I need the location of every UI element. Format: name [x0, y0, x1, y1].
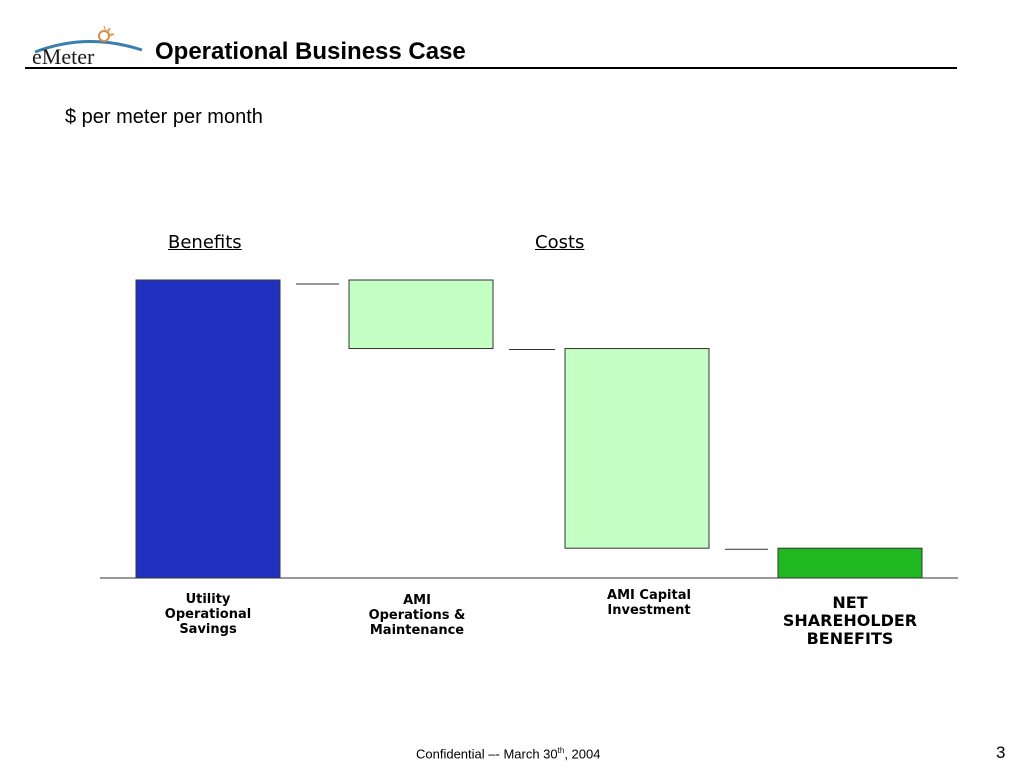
bar-1 — [348, 279, 494, 350]
group-label-costs: Costs — [535, 232, 585, 253]
category-label-line: SHAREHOLDER — [782, 611, 918, 630]
category-label-line: Investment — [607, 603, 691, 618]
category-label-line: Operations & — [368, 608, 466, 623]
category-label-line: NET — [832, 593, 868, 612]
page-number: 3 — [996, 743, 1006, 762]
category-label-0: Utility Operational Savings — [128, 592, 288, 637]
category-label-line: AMI — [403, 593, 431, 608]
category-label-line: AMI Capital — [607, 588, 691, 603]
footer-text: Confidential –- March 30th, 2004 — [416, 746, 601, 762]
svg-text:eMeter: eMeter — [32, 44, 95, 68]
category-label-line: BENEFITS — [806, 629, 894, 648]
category-label-line: Savings — [179, 622, 237, 637]
category-label-line: Maintenance — [369, 623, 465, 638]
bar-3 — [777, 547, 923, 579]
bar-2 — [564, 348, 710, 549]
category-label-line: Operational — [164, 607, 252, 622]
category-label-1: AMI Operations & Maintenance — [337, 593, 497, 638]
category-label-line: Utility — [185, 592, 231, 607]
slide-title: Operational Business Case — [155, 38, 466, 65]
title-rule — [25, 67, 957, 69]
category-label-2: AMI Capital Investment — [569, 588, 729, 618]
category-label-3: NET SHAREHOLDER BENEFITS — [770, 594, 930, 648]
emeter-logo: eMeter — [32, 25, 143, 68]
bar-0 — [135, 279, 281, 579]
group-label-benefits: Benefits — [168, 232, 242, 253]
chart-subtitle: $ per meter per month — [65, 106, 263, 128]
